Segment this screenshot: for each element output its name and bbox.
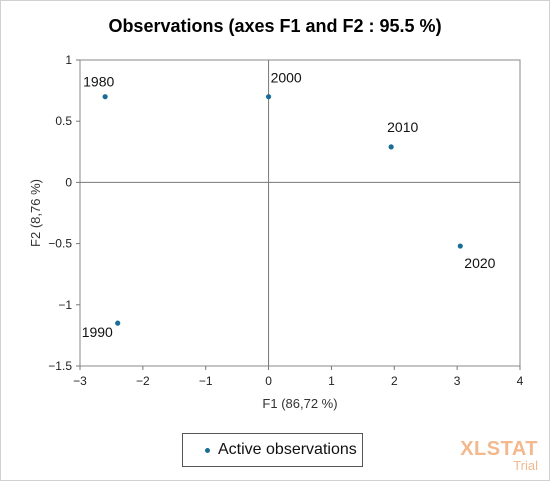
y-tick-label: −0.5 [48,237,72,251]
y-tick-label: 0.5 [55,114,72,128]
xlstat-watermark: XLSTAT Trial [460,438,538,473]
point-label-2000: 2000 [271,70,302,86]
chart-title: Observations (axes F1 and F2 : 95.5 %) [108,16,442,36]
data-point-1990 [115,320,121,326]
x-tick-label: −2 [136,374,150,388]
point-label-1990: 1990 [82,324,113,340]
x-tick-label: −3 [73,374,87,388]
legend: Active observations [182,433,363,467]
y-tick-label: 1 [65,53,72,67]
y-tick-label: 0 [65,175,72,189]
y-axis-title: F2 (8,76 %) [28,179,43,247]
plot-area-border [79,59,521,367]
y-tick-label: −1 [58,298,72,312]
x-tick-label: −1 [199,374,213,388]
point-label-2010: 2010 [387,119,418,135]
x-tick-label: 1 [328,374,335,388]
watermark-sub: Trial [513,458,538,473]
x-tick-label: 0 [265,374,272,388]
data-point-2000 [265,94,272,100]
x-tick-label: 2 [391,374,398,388]
watermark-main: XLSTAT [460,438,538,460]
x-tick-label: 3 [454,374,461,388]
x-axis-title: F1 (86,72 %) [262,396,337,411]
point-label-1980: 1980 [83,74,114,90]
legend-marker [205,447,210,453]
data-point-2020 [457,243,463,249]
y-tick-label: −1.5 [48,359,72,373]
point-label-2020: 2020 [464,255,495,271]
legend-label: Active observations [218,441,357,458]
data-point-2010 [388,144,394,150]
x-tick-label: 4 [517,374,524,388]
data-point-1980 [102,94,108,100]
